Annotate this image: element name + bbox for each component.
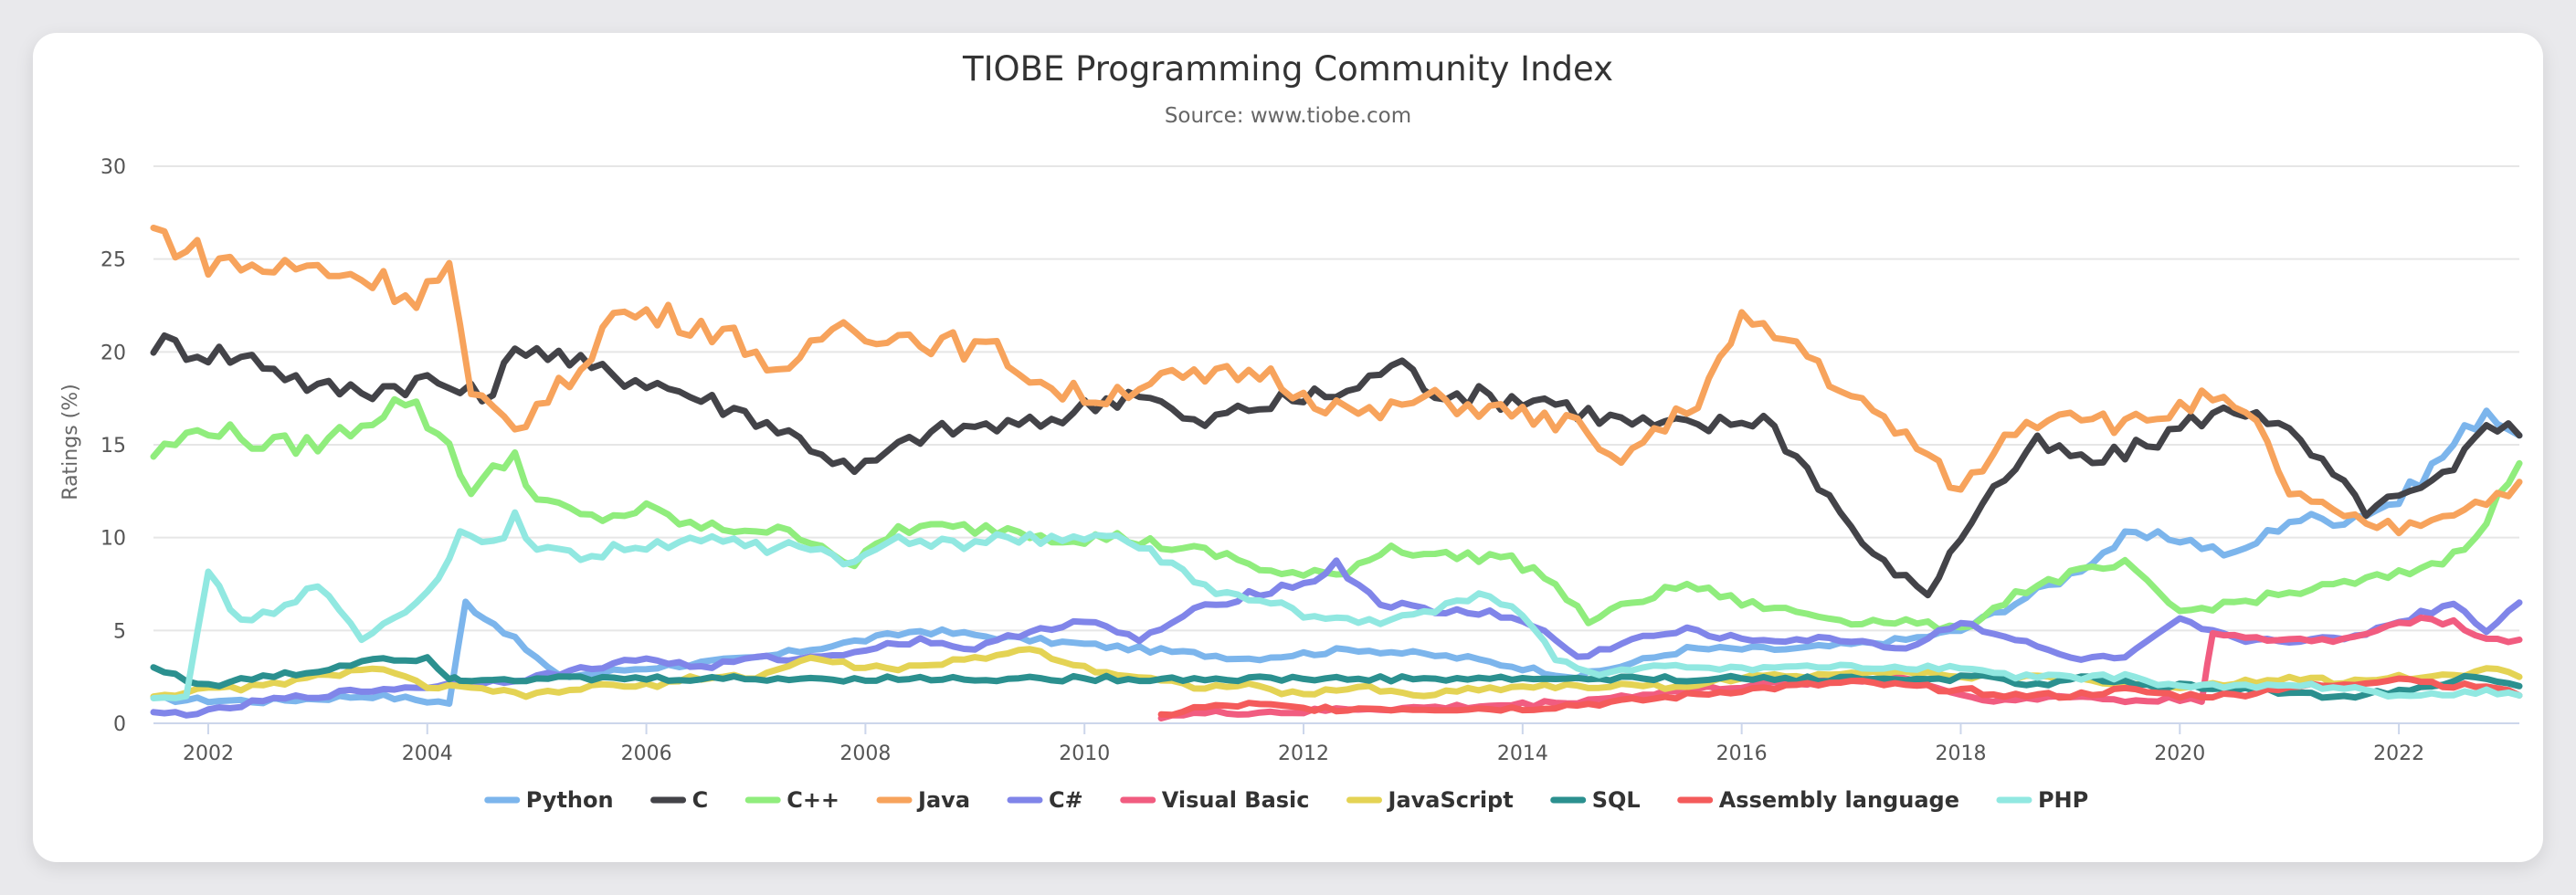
series-line-php[interactable] bbox=[150, 509, 2523, 701]
y-axis-title: Ratings (%) bbox=[59, 384, 82, 500]
series-line-sql[interactable] bbox=[150, 654, 2523, 701]
series-line-c[interactable] bbox=[150, 332, 2523, 599]
legend: Python C C++ Java C# Visual Basic JavaScript SQ… bbox=[484, 787, 2088, 813]
legend-label: Assembly language bbox=[1719, 787, 1959, 813]
x-tick-label: 2016 bbox=[1716, 742, 1768, 765]
legend-item-visual-basic[interactable]: Visual Basic bbox=[1120, 787, 1310, 813]
chart-title: TIOBE Programming Community Index bbox=[962, 49, 1613, 89]
y-tick-label: 0 bbox=[113, 713, 126, 736]
series-line-c[interactable] bbox=[150, 557, 2523, 719]
x-tick-label: 2012 bbox=[1278, 742, 1329, 765]
legend-item-javascript[interactable]: JavaScript bbox=[1346, 787, 1514, 813]
legend-label: Python bbox=[526, 787, 614, 813]
y-tick-label: 15 bbox=[100, 435, 126, 458]
legend-item-java[interactable]: Java bbox=[876, 787, 970, 813]
legend-item-python[interactable]: Python bbox=[484, 787, 614, 813]
legend-label: SQL bbox=[1592, 787, 1641, 813]
y-tick-label: 5 bbox=[113, 620, 126, 643]
tick-layer: 0 5 10 15 20 25 30 2002 2004 2006 2008 2010 2012 2014… bbox=[100, 156, 2424, 765]
series-line-java[interactable] bbox=[150, 225, 2523, 537]
x-tick-label: 2004 bbox=[402, 742, 453, 765]
y-tick-label: 30 bbox=[100, 156, 126, 179]
legend-label: Visual Basic bbox=[1162, 787, 1310, 813]
line-chart: TIOBE Programming Community Index Source… bbox=[59, 49, 2523, 813]
series-layer bbox=[150, 225, 2523, 721]
legend-item-sql[interactable]: SQL bbox=[1550, 787, 1641, 813]
x-tick-label: 2022 bbox=[2373, 742, 2424, 765]
legend-label: C bbox=[692, 787, 709, 813]
y-tick-label: 25 bbox=[100, 249, 126, 272]
legend-item-php[interactable]: PHP bbox=[1996, 787, 2088, 813]
legend-label: C++ bbox=[787, 787, 839, 813]
grid-layer bbox=[153, 165, 2519, 734]
y-tick-label: 20 bbox=[100, 342, 126, 364]
legend-label: Java bbox=[916, 787, 970, 813]
series-line-c[interactable] bbox=[150, 395, 2523, 633]
x-tick-label: 2002 bbox=[183, 742, 234, 765]
legend-item-c[interactable]: C# bbox=[1007, 787, 1083, 813]
chart-subtitle: Source: www.tiobe.com bbox=[1165, 104, 1411, 128]
chart-card: TIOBE Programming Community Index Source… bbox=[33, 33, 2543, 862]
x-tick-label: 2018 bbox=[1935, 742, 1986, 765]
x-tick-label: 2014 bbox=[1497, 742, 1548, 765]
series-line-python[interactable] bbox=[150, 407, 2523, 707]
legend-item-assembly-language[interactable]: Assembly language bbox=[1677, 787, 1959, 813]
legend-item-c[interactable]: C bbox=[650, 787, 709, 813]
y-tick-label: 10 bbox=[100, 528, 126, 551]
legend-label: PHP bbox=[2038, 787, 2088, 813]
legend-label: C# bbox=[1049, 787, 1083, 813]
x-tick-label: 2020 bbox=[2154, 742, 2205, 765]
legend-item-c[interactable]: C++ bbox=[744, 787, 839, 813]
x-tick-label: 2006 bbox=[621, 742, 672, 765]
x-tick-label: 2008 bbox=[839, 742, 891, 765]
x-tick-label: 2010 bbox=[1059, 742, 1110, 765]
legend-label: JavaScript bbox=[1387, 787, 1514, 813]
